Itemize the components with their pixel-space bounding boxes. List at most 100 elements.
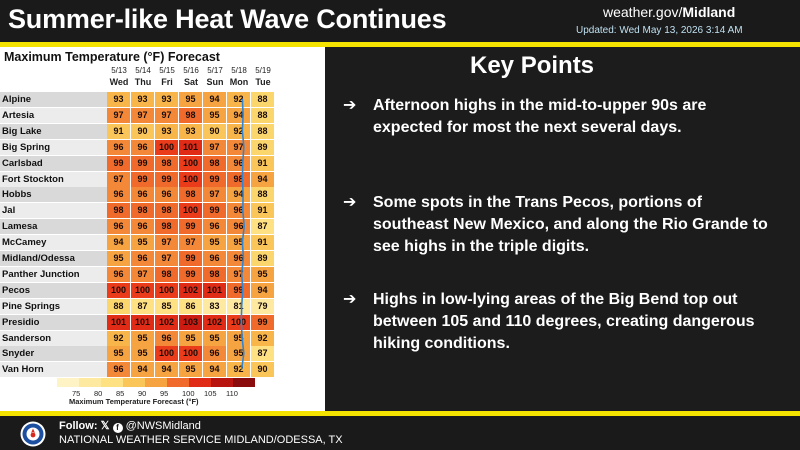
temperature-cell: 95 [131,346,154,362]
temperature-cell: 86 [179,298,202,314]
temperature-cell: 96 [107,219,130,235]
legend-swatch [57,378,79,387]
temperature-cell: 91 [251,155,274,171]
social-handle[interactable]: @NWSMidland [125,420,201,432]
key-point-text: Afternoon highs in the mid-to-upper 90s … [373,97,707,136]
temperature-cell: 95 [179,330,202,346]
temperature-cell: 96 [155,187,178,203]
temperature-cell: 83 [203,298,226,314]
legend-swatch [101,378,123,387]
temperature-cell: 95 [203,235,226,251]
temperature-cell: 95 [107,346,130,362]
site-prefix: weather.gov/ [603,4,683,20]
temperature-cell: 92 [227,92,250,107]
legend-swatch [189,378,211,387]
legend-tick: 95 [160,389,169,398]
temperature-cell: 88 [251,187,274,203]
temperature-cell: 98 [155,219,178,235]
forecast-table-panel: Maximum Temperature (°F) Forecast 5/13 We… [0,47,325,411]
temperature-cell: 98 [107,203,130,219]
column-day: Wed [109,77,129,87]
temperature-cell: 98 [203,266,226,282]
temperature-cell: 81 [227,298,250,314]
city-label: Carlsbad [0,155,107,171]
temperature-cell: 87 [251,346,274,362]
legend-tick: 100 [182,389,195,398]
temperature-cell: 95 [203,107,226,123]
temperature-cell: 97 [107,107,130,123]
temperature-cell: 95 [227,330,250,346]
temperature-cell: 102 [203,314,226,330]
temperature-cell: 94 [251,282,274,298]
column-date: 5/19 [255,66,271,75]
temperature-cell: 100 [227,314,250,330]
temperature-cell: 85 [155,298,178,314]
facebook-icon[interactable]: f [112,423,123,433]
temperature-cell: 100 [155,346,178,362]
temperature-cell: 100 [155,282,178,298]
key-points-title: Key Points [470,52,595,79]
temperature-cell: 96 [203,346,226,362]
legend-tick: 105 [204,389,217,398]
temperature-cell: 97 [227,266,250,282]
temperature-cell: 96 [227,251,250,266]
temperature-cell: 97 [203,139,226,155]
temperature-cell: 95 [203,330,226,346]
column-day: Thu [134,77,152,87]
temperature-cell: 92 [251,330,274,346]
temperature-cell: 88 [251,92,274,107]
temperature-cell: 87 [251,219,274,235]
legend-tick: 85 [116,389,125,398]
temperature-cell: 97 [155,235,178,251]
temperature-cell: 101 [131,314,154,330]
city-label: Fort Stockton [0,171,107,187]
legend-swatch [233,378,255,387]
temperature-cell: 101 [203,282,226,298]
column-date: 5/14 [135,66,151,75]
column-date: 5/17 [207,66,223,75]
nws-logo-icon [20,421,46,447]
temperature-cell: 93 [155,92,178,107]
temperature-cell: 92 [227,123,250,139]
temperature-cell: 100 [179,346,202,362]
temperature-cell: 94 [155,362,178,378]
social-follow: Follow: 𝕏 f @NWSMidland [59,419,201,433]
temperature-cell: 98 [131,203,154,219]
temperature-cell: 102 [155,314,178,330]
temperature-cell: 96 [131,187,154,203]
x-icon[interactable]: 𝕏 [100,420,110,432]
legend-swatch [145,378,167,387]
legend-caption: Maximum Temperature Forecast (°F) [69,397,199,406]
temperature-cell: 98 [179,187,202,203]
temperature-cell: 99 [179,266,202,282]
temperature-cell: 87 [131,298,154,314]
column-day: Tue [255,77,271,87]
temperature-cell: 94 [251,171,274,187]
temperature-cell: 96 [107,362,130,378]
temperature-cell: 90 [131,123,154,139]
temperature-cell: 101 [179,139,202,155]
temperature-cell: 99 [179,251,202,266]
temperature-cell: 94 [203,362,226,378]
temperature-cell: 98 [155,266,178,282]
temperature-cell: 90 [203,123,226,139]
temperature-cell: 93 [107,92,130,107]
arrow-right-icon: ➔ [343,194,357,211]
temperature-cell: 89 [251,139,274,155]
accent-divider-top [0,42,800,47]
temperature-cell: 96 [107,139,130,155]
website-link[interactable]: weather.gov/Midland [603,4,735,20]
column-day: Fri [161,77,173,87]
legend-tick: 110 [226,389,238,398]
city-label: Pine Springs [0,298,107,314]
follow-label: Follow: [59,420,98,432]
arrow-right-icon: ➔ [343,97,357,114]
temperature-cell: 96 [131,139,154,155]
temperature-cell: 97 [131,266,154,282]
temperature-cell: 96 [107,266,130,282]
column-date: 5/13 [111,66,127,75]
city-label: McCamey [0,235,107,251]
temperature-cell: 94 [227,107,250,123]
temperature-cell: 99 [131,171,154,187]
city-label: Big Lake [0,123,107,139]
